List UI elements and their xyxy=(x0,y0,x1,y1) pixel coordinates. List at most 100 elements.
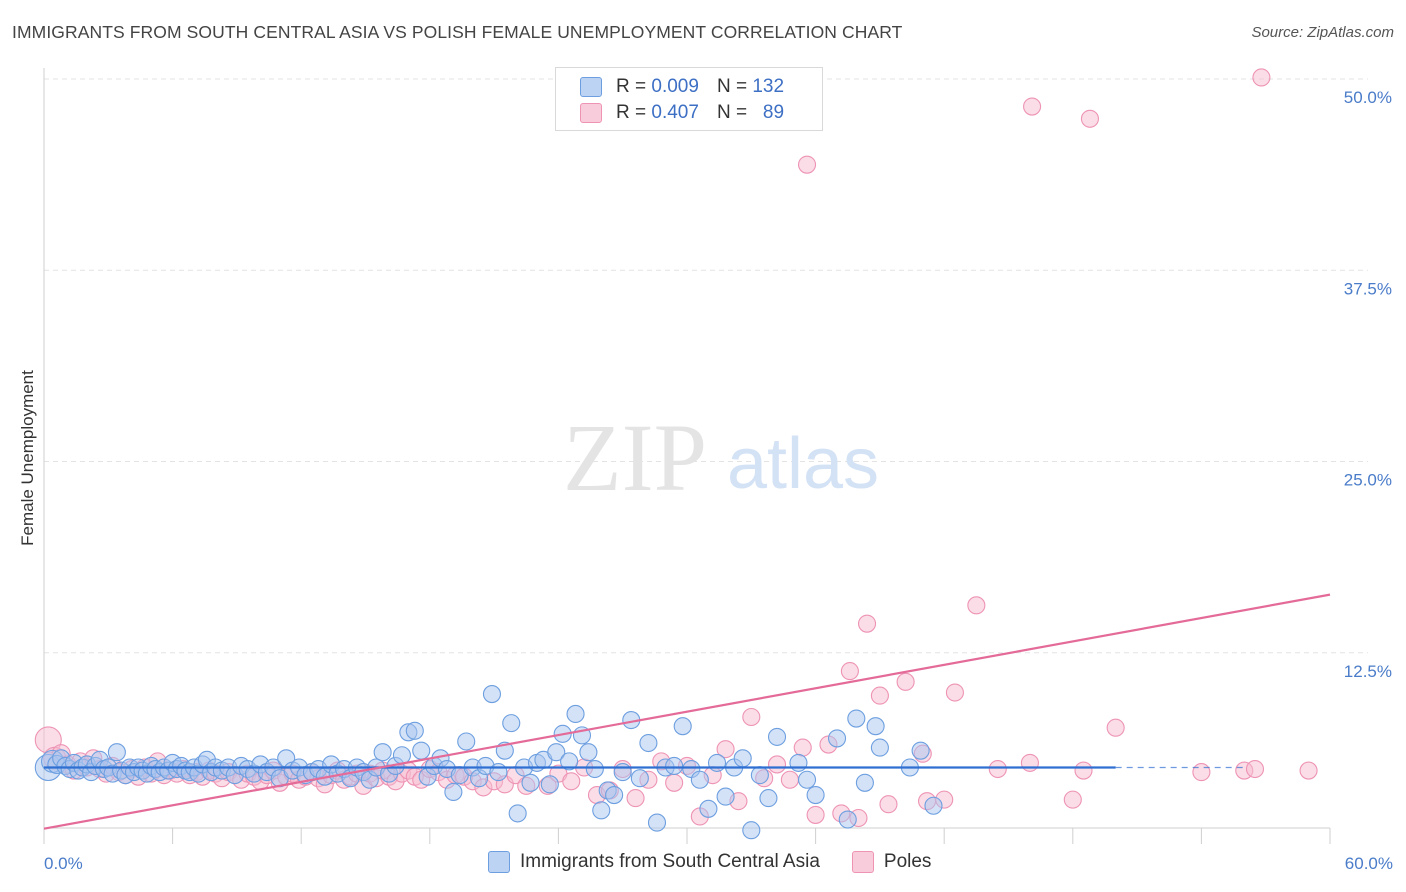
poles-point xyxy=(1299,761,1318,780)
immigrants-point xyxy=(489,763,508,782)
legend-r-value: 0.407 xyxy=(651,102,699,123)
legend-r-label: R = xyxy=(616,102,647,123)
poles-point xyxy=(1192,763,1211,782)
immigrants-point xyxy=(107,743,126,762)
poles-point xyxy=(945,683,964,702)
poles-point xyxy=(665,773,684,792)
poles-point xyxy=(780,770,799,789)
legend-item-immigrants: Immigrants from South Central Asia xyxy=(488,851,820,873)
legend-r-label: R = xyxy=(616,76,647,97)
immigrants-point xyxy=(759,789,778,808)
immigrants-point xyxy=(827,729,847,748)
legend-item-poles: Poles xyxy=(851,851,932,873)
poles-point xyxy=(1245,759,1265,779)
immigrants-point xyxy=(750,766,769,785)
poles-point xyxy=(562,772,581,791)
immigrants-point xyxy=(870,738,889,757)
data-points xyxy=(34,68,1318,840)
poles-point xyxy=(767,755,787,774)
immigrants-point xyxy=(405,721,424,740)
poles-point xyxy=(1020,753,1039,772)
immigrants-point xyxy=(579,743,598,762)
immigrants-point xyxy=(838,810,857,829)
poles-point xyxy=(967,596,986,615)
immigrants-point xyxy=(707,753,727,772)
poles-point xyxy=(626,789,645,808)
immigrants-point xyxy=(797,770,817,789)
immigrants-point xyxy=(412,741,431,760)
immigrants-point xyxy=(742,821,761,840)
immigrants-point xyxy=(716,787,735,806)
immigrants-point xyxy=(508,804,527,823)
poles-point xyxy=(870,686,889,705)
immigrants-point xyxy=(630,769,649,788)
grid xyxy=(44,78,1368,654)
poles-point xyxy=(716,740,735,759)
immigrants-point xyxy=(647,813,667,832)
legend-label-poles: Poles xyxy=(883,851,932,872)
poles-point xyxy=(1063,790,1082,809)
immigrants-point xyxy=(444,782,463,802)
immigrants-point xyxy=(592,801,611,820)
y-tick-label: 25.0% xyxy=(1344,471,1392,490)
trend-lines xyxy=(43,593,1331,830)
immigrants-point xyxy=(866,717,885,736)
poles-point xyxy=(742,707,761,727)
x-tick-label-min: 0.0% xyxy=(44,854,83,873)
poles-point xyxy=(857,614,877,633)
immigrants-point xyxy=(613,763,632,782)
legend-n-value: 132 xyxy=(752,76,785,97)
immigrants-point xyxy=(639,733,658,753)
series-legend: Immigrants from South Central Asia Poles xyxy=(488,851,963,873)
poles-trend-line xyxy=(43,593,1331,830)
immigrants-point xyxy=(547,743,566,762)
legend-swatch-blue xyxy=(488,851,510,873)
immigrants-point xyxy=(482,685,502,704)
immigrants-point xyxy=(665,756,684,776)
poles-point xyxy=(1080,109,1099,128)
immigrants-point xyxy=(673,717,692,736)
legend-n-label: N = xyxy=(716,102,748,123)
y-tick-label: 50.0% xyxy=(1344,88,1392,107)
legend-swatch-blue xyxy=(580,77,602,97)
source-label: Source: ZipAtlas.com xyxy=(1251,24,1394,41)
poles-point xyxy=(988,759,1007,779)
immigrants-point xyxy=(521,773,540,792)
poles-point xyxy=(806,805,825,824)
immigrants-point xyxy=(690,770,709,789)
immigrants-point xyxy=(373,743,392,762)
legend-swatch-pink xyxy=(580,103,602,123)
immigrants-point xyxy=(392,746,411,765)
immigrants-point xyxy=(699,799,718,818)
immigrants-point xyxy=(560,752,579,771)
immigrants-point xyxy=(502,714,521,733)
axes: 12.5% 25.0% 37.5% 50.0% 0.0% 60.0% xyxy=(43,68,1393,873)
immigrants-point xyxy=(789,753,808,772)
immigrants-point xyxy=(806,785,825,805)
legend-label-immigrants: Immigrants from South Central Asia xyxy=(520,851,820,872)
poles-point xyxy=(1023,97,1042,116)
immigrants-point xyxy=(911,741,930,760)
immigrants-point xyxy=(457,732,476,751)
legend-r-value: 0.009 xyxy=(651,76,699,97)
legend-n-label: N = xyxy=(716,76,748,97)
stats-legend: R = 0.009 N = 132 R = 0.407 N = 89 xyxy=(555,67,823,131)
immigrants-point xyxy=(767,727,787,746)
poles-point xyxy=(879,795,898,814)
x-tick-label-max: 60.0% xyxy=(1345,854,1393,873)
chart-title: IMMIGRANTS FROM SOUTH CENTRAL ASIA VS PO… xyxy=(12,22,903,42)
immigrants-point xyxy=(733,749,752,768)
poles-point xyxy=(1252,68,1271,87)
y-tick-label: 37.5% xyxy=(1344,279,1392,298)
poles-point xyxy=(896,672,915,691)
poles-point xyxy=(840,662,859,681)
poles-point xyxy=(793,738,812,757)
watermark-atlas: atlas xyxy=(727,424,879,504)
legend-swatch-pink xyxy=(851,851,874,873)
immigrants-point xyxy=(855,773,874,792)
immigrants-point xyxy=(585,759,604,779)
watermark-zip: ZIP xyxy=(563,404,707,511)
poles-point xyxy=(1074,761,1093,780)
legend-row-poles: R = 0.407 N = 89 xyxy=(580,101,784,125)
